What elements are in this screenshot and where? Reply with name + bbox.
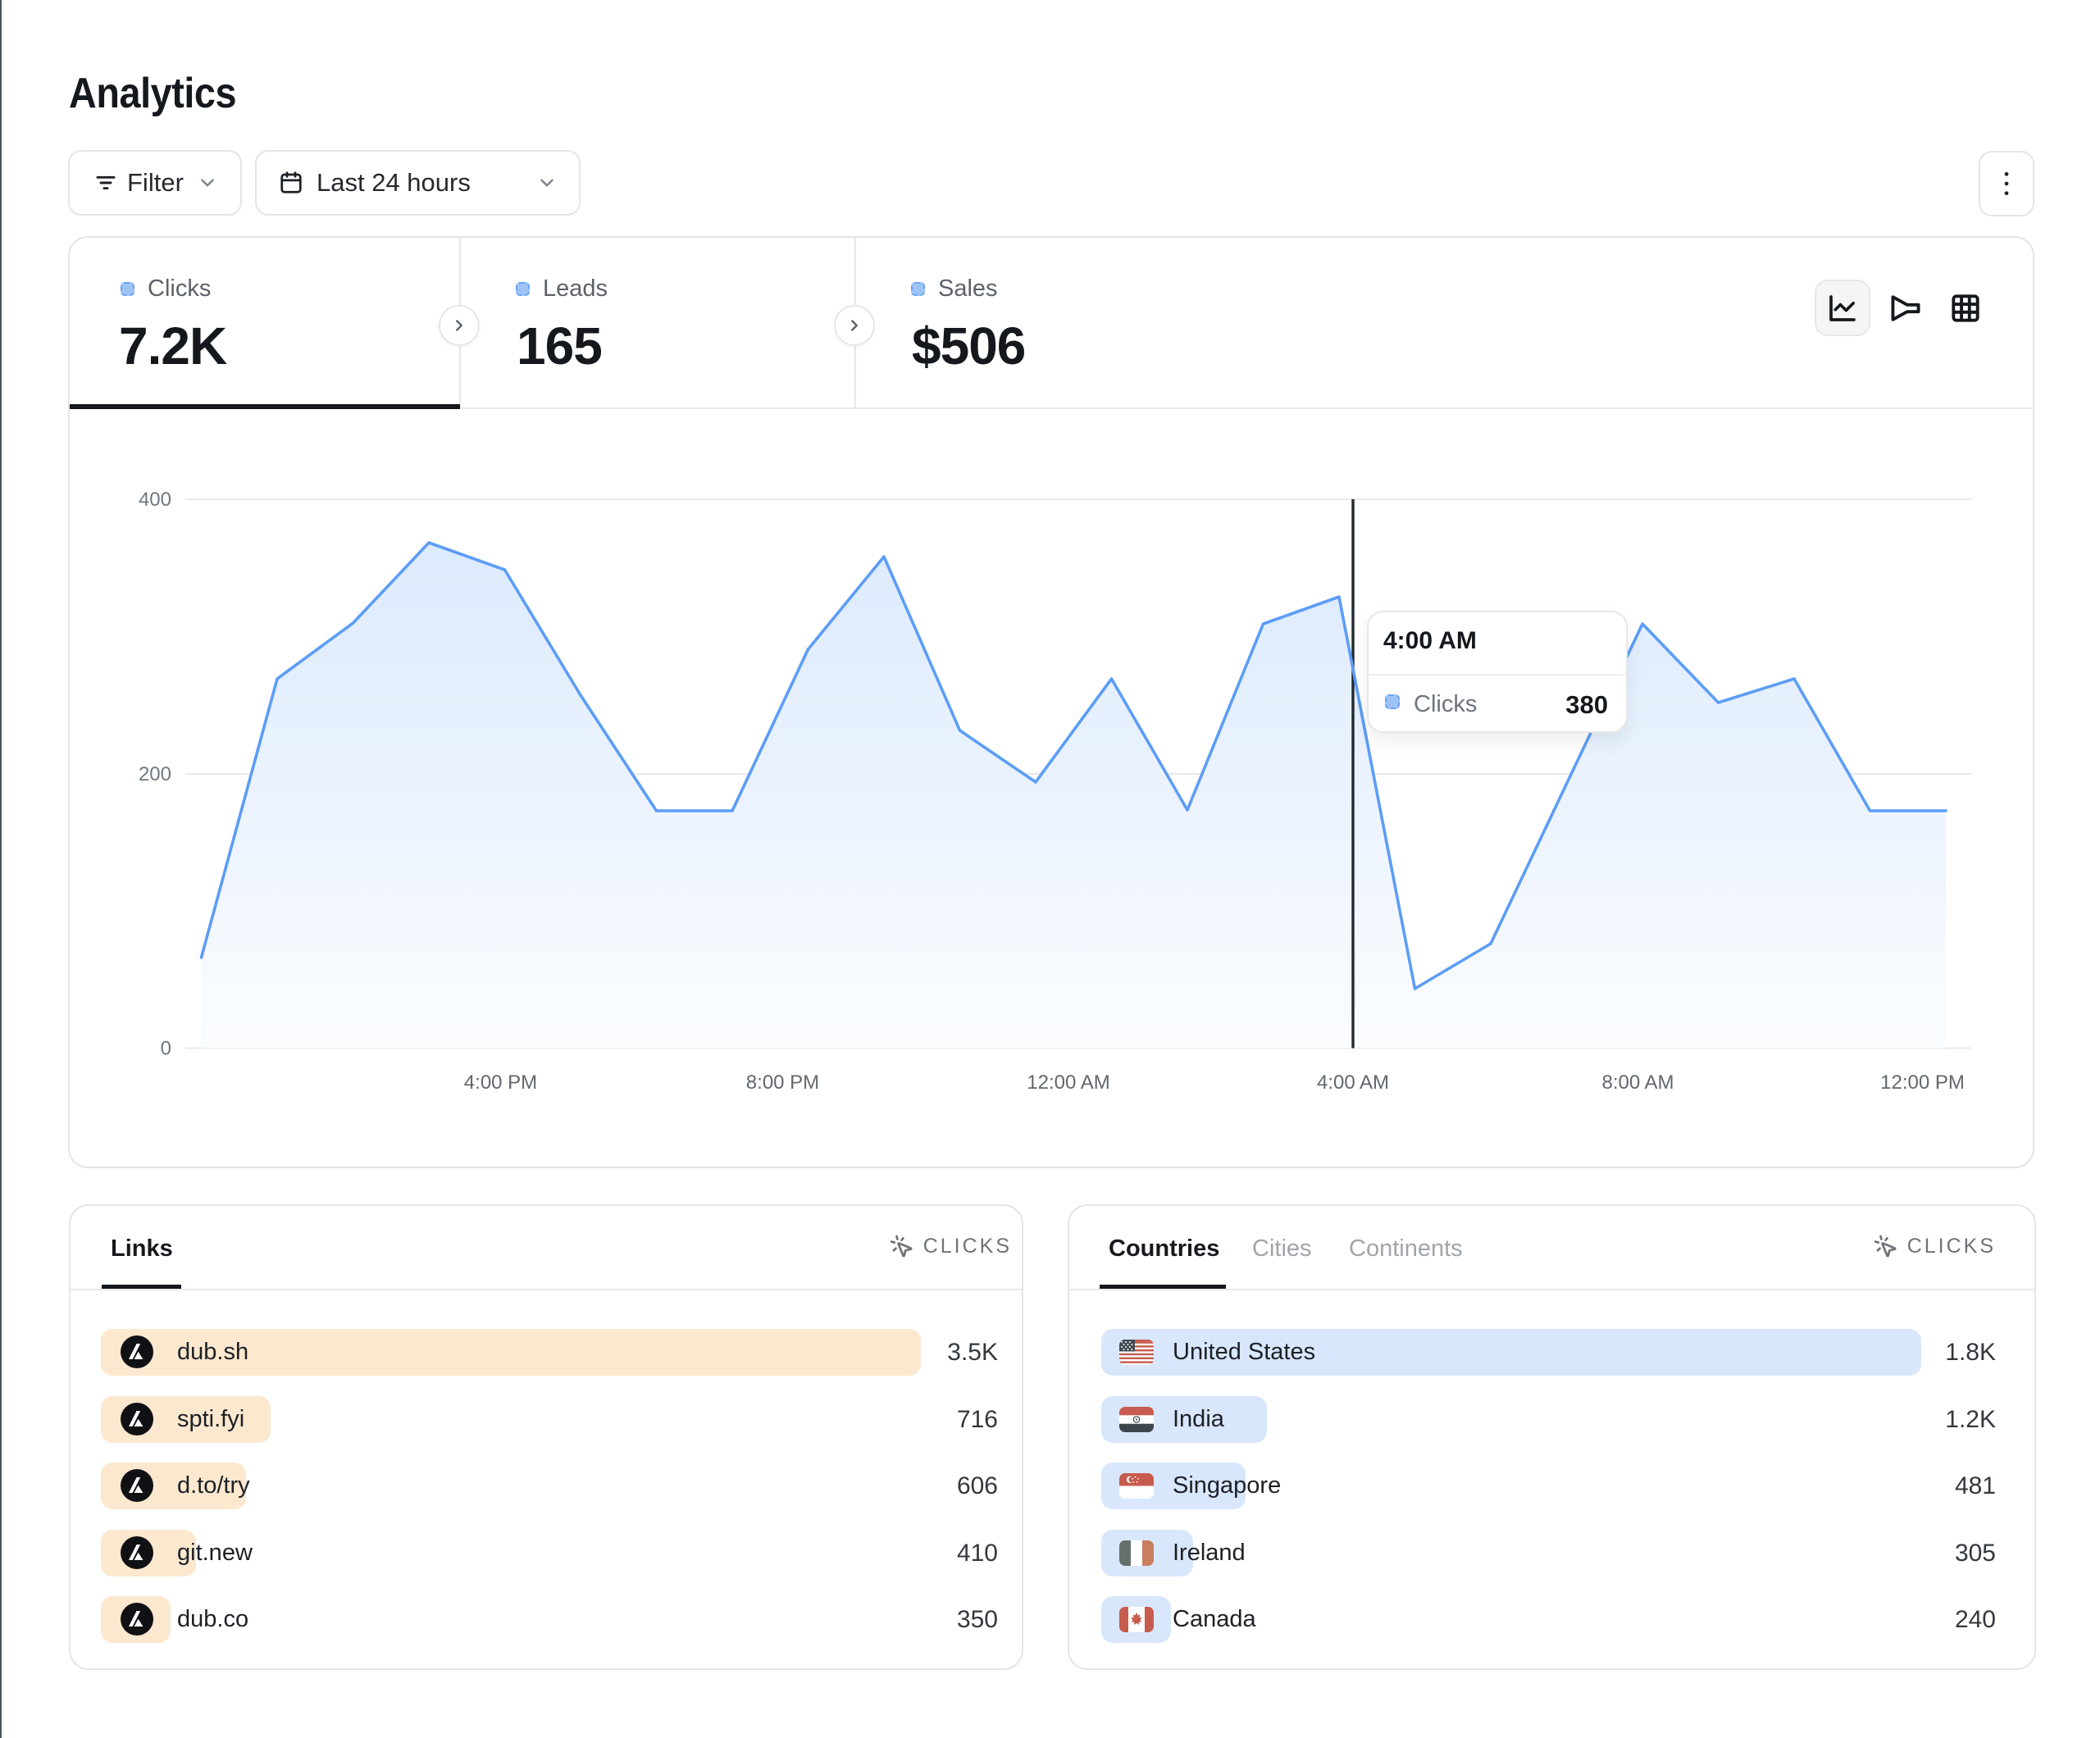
svg-text:8:00 AM: 8:00 AM — [1601, 1071, 1674, 1094]
svg-text:8:00 PM: 8:00 PM — [746, 1071, 819, 1094]
svg-text:400: 400 — [139, 489, 171, 511]
svg-text:12:00 PM: 12:00 PM — [1880, 1071, 1965, 1094]
svg-text:200: 200 — [139, 763, 171, 785]
svg-text:4:00 PM: 4:00 PM — [464, 1071, 537, 1094]
svg-text:4:00 AM: 4:00 AM — [1317, 1071, 1389, 1094]
svg-text:12:00 AM: 12:00 AM — [1027, 1071, 1109, 1094]
svg-text:0: 0 — [161, 1038, 171, 1060]
